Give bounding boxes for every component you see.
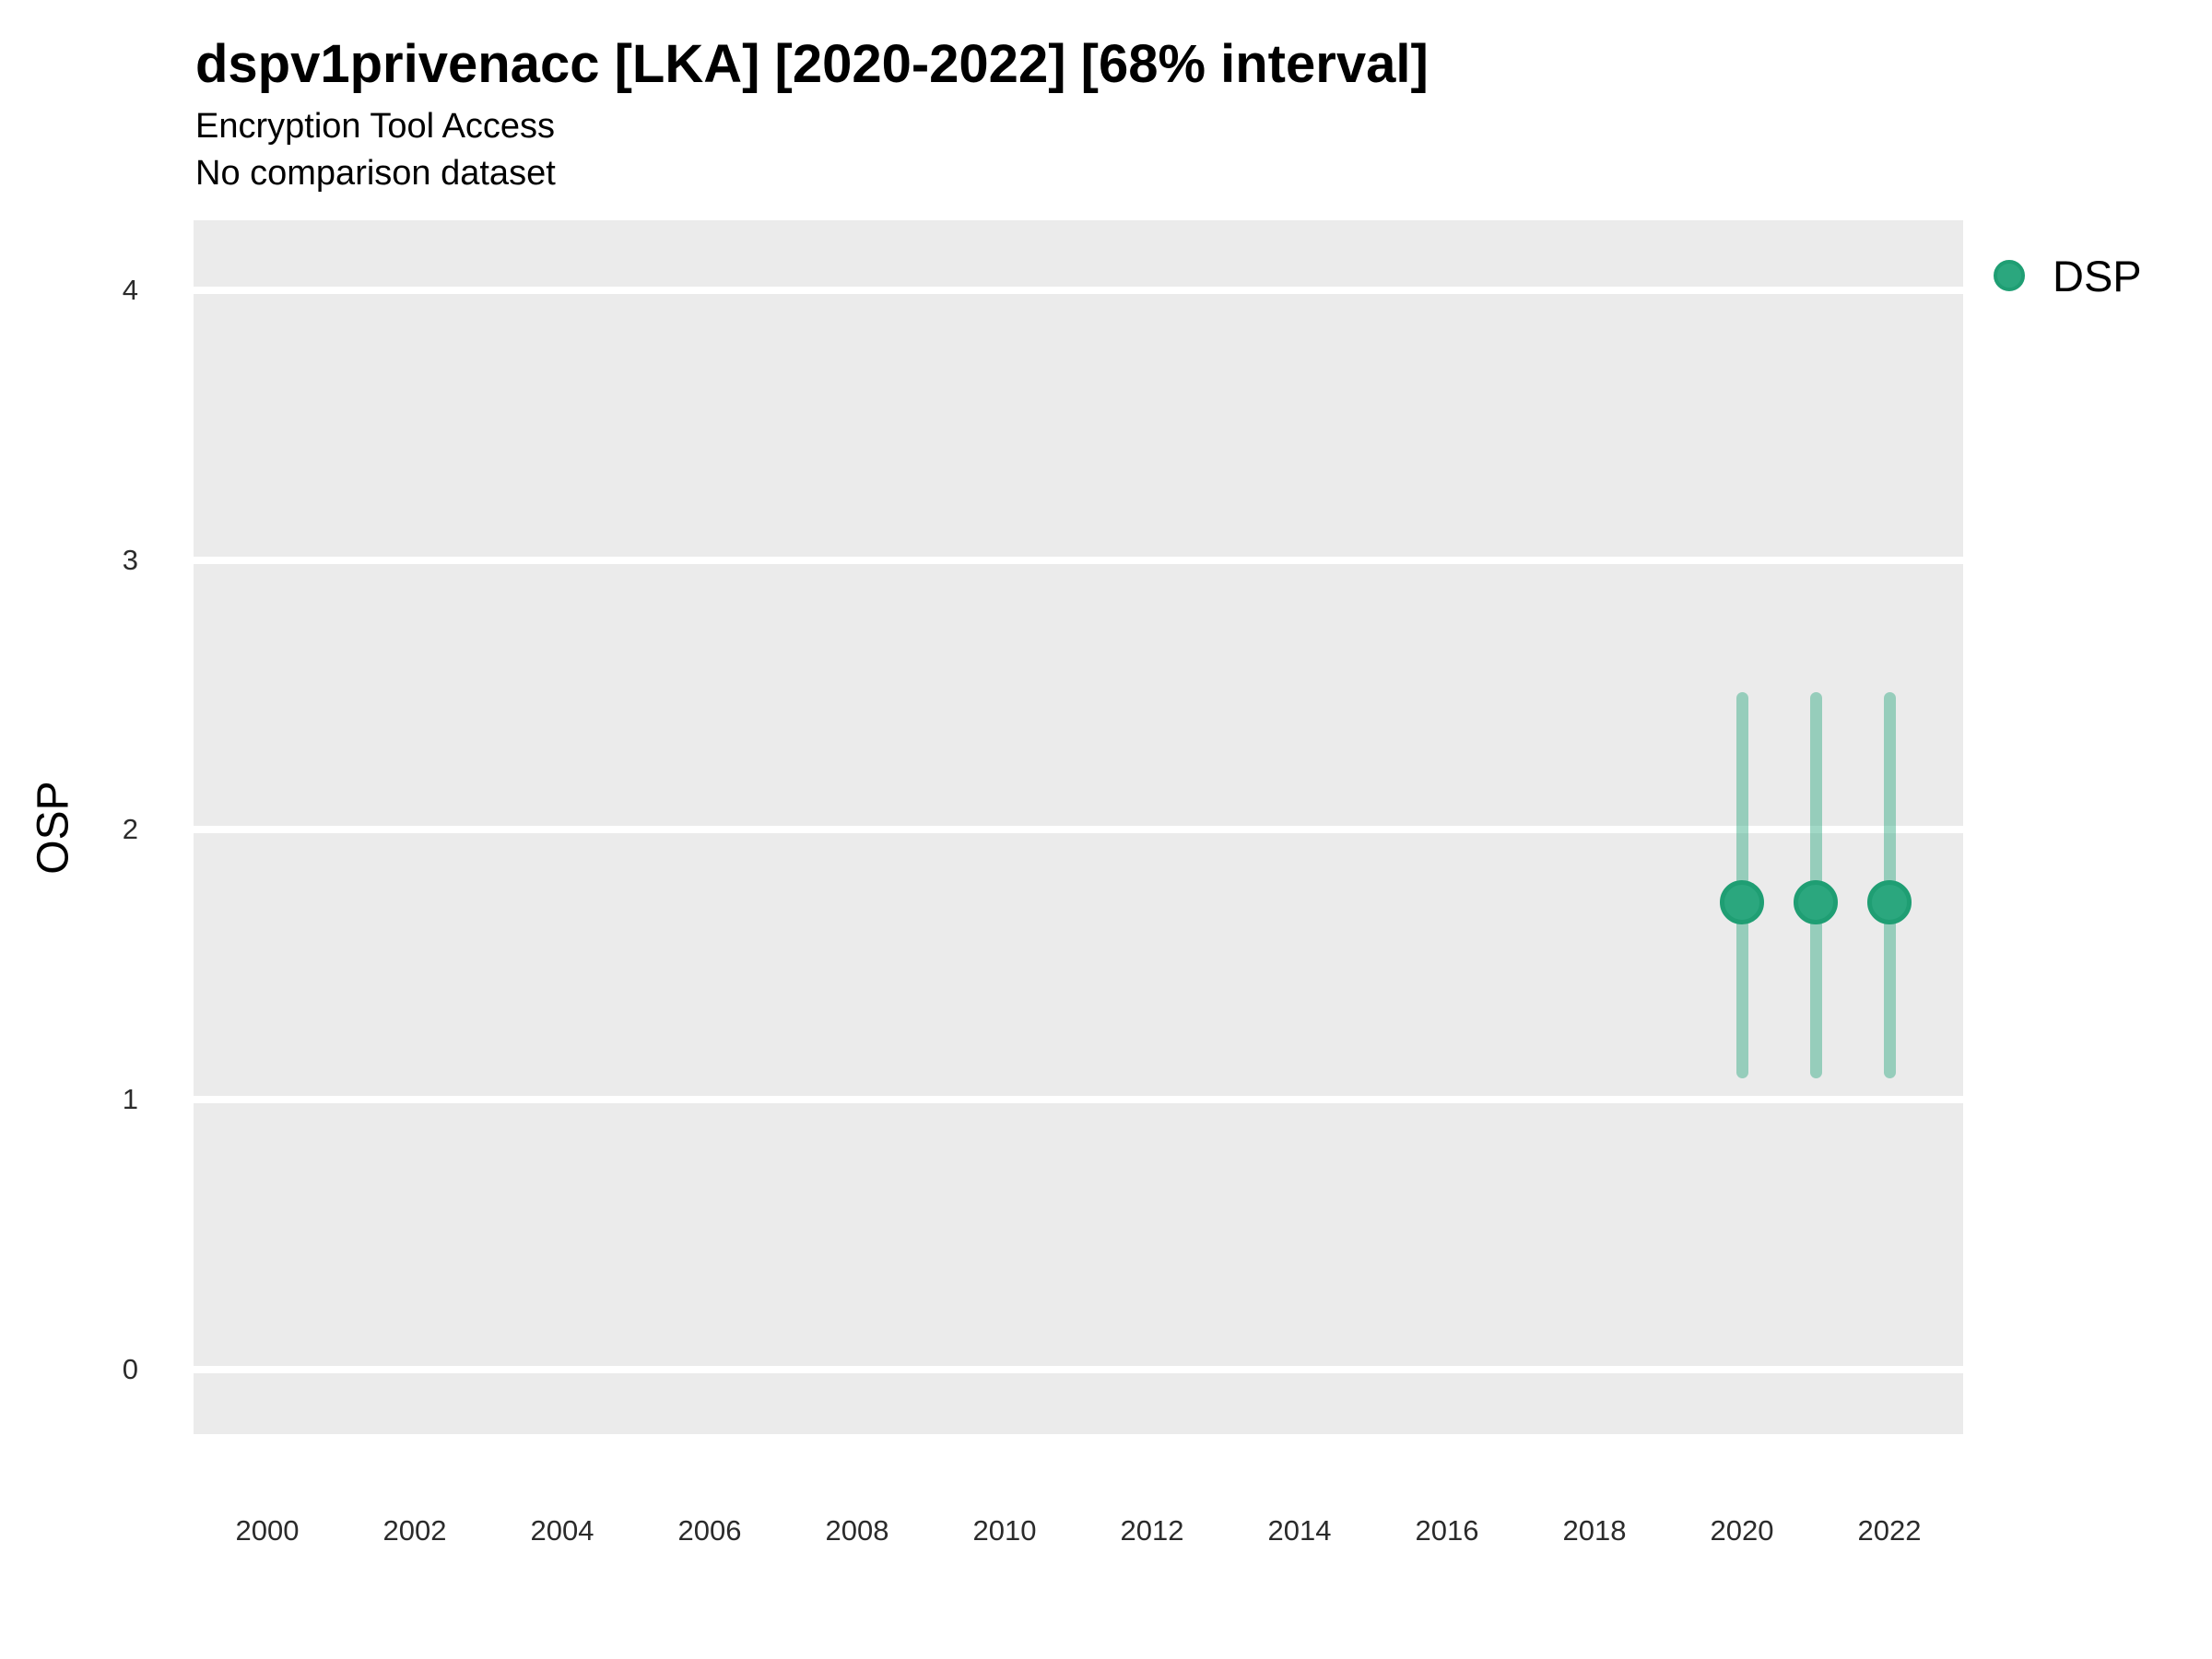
x-tick-label-2008: 2008 <box>825 1514 889 1547</box>
legend: DSP <box>1994 251 2142 300</box>
y-tick-label-3: 3 <box>122 543 138 576</box>
x-tick-label-2012: 2012 <box>1120 1514 1184 1547</box>
chart-title: dspv1privenacc [LKA] [2020-2022] [68% in… <box>195 34 1429 94</box>
x-tick-label-2014: 2014 <box>1267 1514 1332 1547</box>
major-gridline-y-3 <box>194 556 1963 564</box>
x-tick-label-2020: 2020 <box>1710 1514 1774 1547</box>
x-tick-label-2006: 2006 <box>677 1514 742 1547</box>
data-point-DSP-2021 <box>1794 880 1838 925</box>
legend-swatch-icon <box>1994 260 2025 291</box>
chart-subtitle: Encryption Tool Access <box>195 107 556 146</box>
x-tick-label-2004: 2004 <box>530 1514 594 1547</box>
x-tick-label-2010: 2010 <box>972 1514 1037 1547</box>
x-tick-label-2016: 2016 <box>1415 1514 1479 1547</box>
major-gridline-y-1 <box>194 1096 1963 1104</box>
data-point-DSP-2022 <box>1867 880 1912 925</box>
major-gridline-y-0 <box>194 1365 1963 1373</box>
data-point-DSP-2020 <box>1720 880 1764 925</box>
chart-comparison-note: No comparison dataset <box>195 154 556 193</box>
x-tick-label-2022: 2022 <box>1857 1514 1922 1547</box>
plot-panel <box>194 220 1963 1434</box>
legend-label: DSP <box>2053 251 2142 300</box>
y-tick-label-0: 0 <box>122 1352 138 1385</box>
x-tick-label-2002: 2002 <box>382 1514 447 1547</box>
major-gridline-y-4 <box>194 287 1963 295</box>
legend-item-DSP: DSP <box>1994 251 2142 300</box>
major-gridline-y-2 <box>194 826 1963 834</box>
y-tick-label-4: 4 <box>122 274 138 307</box>
y-tick-label-2: 2 <box>122 813 138 846</box>
x-tick-label-2000: 2000 <box>235 1514 300 1547</box>
y-tick-label-1: 1 <box>122 1083 138 1116</box>
x-tick-label-2018: 2018 <box>1562 1514 1627 1547</box>
